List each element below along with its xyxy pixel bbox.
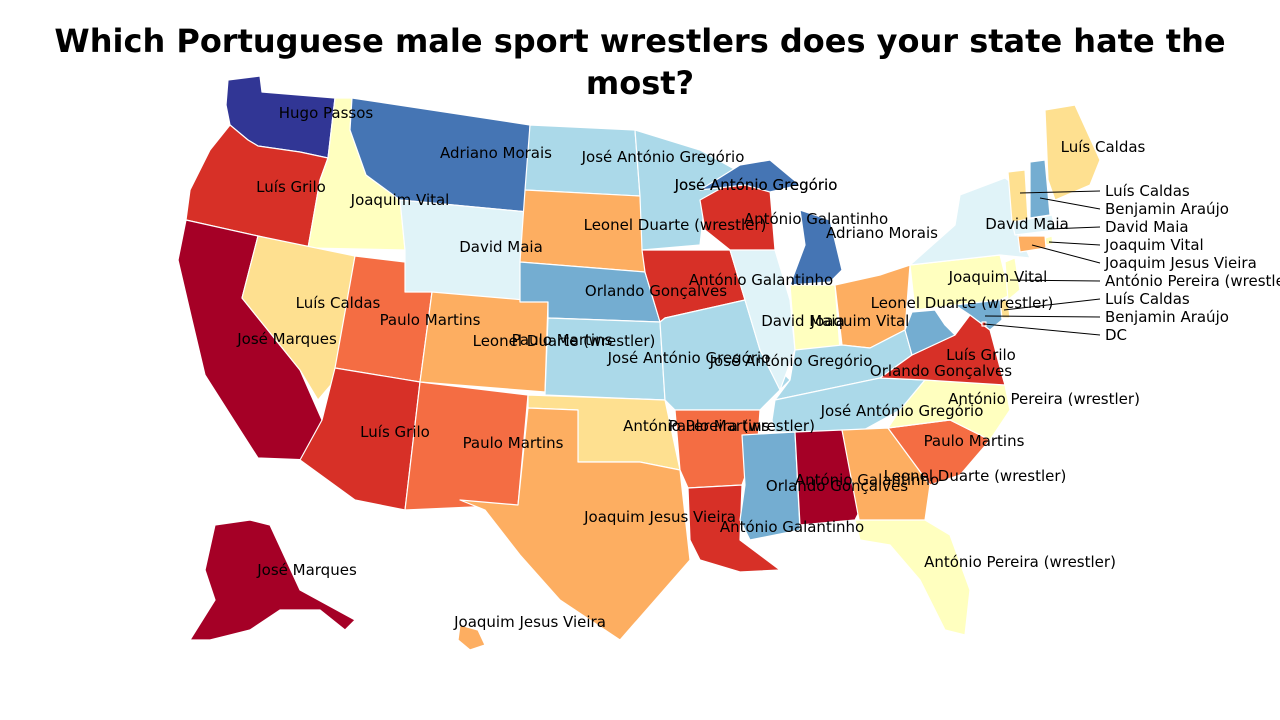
callout-label-ct: Joaquim Jesus Vieira — [1104, 254, 1257, 272]
callout-leader-md — [984, 315, 1101, 318]
state-label-in: Joaquim Vital — [810, 312, 910, 330]
state-la — [687, 484, 781, 573]
state-label-ga: Leonel Duarte (wrestler) — [884, 467, 1067, 485]
state-label-la: António Galantinho — [720, 518, 864, 536]
callout-label-md: Benjamin Araújo — [1105, 308, 1229, 326]
state-label-tn: José António Gregório — [820, 402, 984, 420]
state-label-ut: Paulo Martins — [380, 311, 481, 329]
state-label-mi: Adriano Morais — [826, 224, 938, 242]
state-ma — [1011, 214, 1057, 236]
state-label-fl: António Pereira (wrestler) — [924, 553, 1116, 571]
callout-leader-ma — [1047, 226, 1101, 230]
state-label-al: António Galantinho — [795, 471, 939, 489]
state-nj — [1004, 257, 1021, 301]
state-label-ky: José António Gregório — [709, 352, 873, 370]
callout-label-vt: Luís Caldas — [1105, 182, 1190, 200]
callout-label-ma: David Maia — [1105, 218, 1189, 236]
state-label-wv: Orlando Gonçalves — [870, 362, 1012, 380]
state-wv — [904, 309, 956, 356]
state-label-or: Luís Grilo — [256, 178, 326, 196]
callout-leader-de — [1003, 298, 1101, 311]
state-mi-up — [699, 159, 801, 193]
state-label-mi-up: José António Gregório — [674, 176, 838, 194]
state-label-az: Luís Grilo — [360, 423, 430, 441]
state-label-co: Paulo Martins — [512, 331, 613, 349]
state-label-pa: Joaquim Vital — [948, 268, 1048, 286]
state-label-wi: António Galantinho — [744, 210, 888, 228]
state-label-ne: Orlando Gonçalves — [585, 282, 727, 300]
state-label-ms: Orlando Gonçalves — [766, 477, 908, 495]
callout-label-dc: DC — [1105, 326, 1127, 344]
callout-label-de: Luís Caldas — [1105, 290, 1190, 308]
state-label-nc: António Pereira (wrestler) — [948, 390, 1140, 408]
state-label-hi: Joaquim Jesus Vieira — [453, 613, 606, 631]
state-label-mt: Adriano Morais — [440, 144, 552, 162]
state-mn — [634, 129, 746, 251]
state-label-me: Luís Caldas — [1061, 138, 1146, 156]
state-label-nv: Luís Caldas — [296, 294, 381, 312]
state-mi — [789, 209, 843, 286]
callout-label-nj: António Pereira (wrestler) — [1105, 272, 1280, 290]
state-label-wa: Hugo Passos — [279, 104, 374, 122]
state-label-ks: Leonel Duarte (wrestler) — [473, 332, 656, 350]
state-label-wy: David Maia — [459, 238, 543, 256]
state-label-il: David Maia — [761, 312, 845, 330]
callout-leader-ct — [1031, 244, 1101, 264]
map-title: Which Portuguese male sport wrestlers do… — [54, 22, 1226, 102]
state-label-ak: José Marques — [256, 561, 357, 579]
state-ak — [189, 519, 356, 641]
callout-label-ri: Joaquim Vital — [1104, 236, 1204, 254]
state-label-sc: Paulo Martins — [924, 432, 1025, 450]
state-label-ar: Paulo Martins — [669, 417, 770, 435]
state-label-ok: António Pereira (wrestler) — [623, 417, 815, 435]
callout-leader-vt — [1019, 190, 1101, 194]
state-me — [1044, 104, 1101, 201]
callout-leader-ri — [1048, 241, 1101, 246]
state-ga — [841, 427, 931, 526]
state-label-nd: José António Gregório — [581, 148, 745, 166]
state-il — [729, 249, 796, 391]
state-label-sd: Leonel Duarte (wrestler) — [584, 216, 767, 234]
state-ct — [1017, 235, 1047, 253]
state-tx — [459, 407, 691, 641]
state-label-ny: David Maia — [985, 215, 1069, 233]
state-hi — [457, 624, 486, 651]
callout-leader-dc — [983, 323, 1101, 336]
state-label-ia: António Galantinho — [689, 271, 833, 289]
state-label-ca: José Marques — [236, 330, 337, 348]
state-label-tx: Joaquim Jesus Vieira — [583, 508, 736, 526]
state-label-oh: Leonel Duarte (wrestler) — [871, 294, 1054, 312]
callout-label-nh: Benjamin Araújo — [1105, 200, 1229, 218]
callout-leader-nh — [1039, 197, 1101, 210]
state-label-mo: José António Gregório — [607, 349, 771, 367]
state-label-id: Joaquim Vital — [350, 191, 450, 209]
state-label-nm: Paulo Martins — [463, 434, 564, 452]
callout-leader-nj — [1009, 279, 1101, 282]
state-label-mn: José António Gregório — [674, 176, 838, 194]
state-label-va: Luís Grilo — [946, 346, 1016, 364]
state-fl — [854, 519, 971, 636]
